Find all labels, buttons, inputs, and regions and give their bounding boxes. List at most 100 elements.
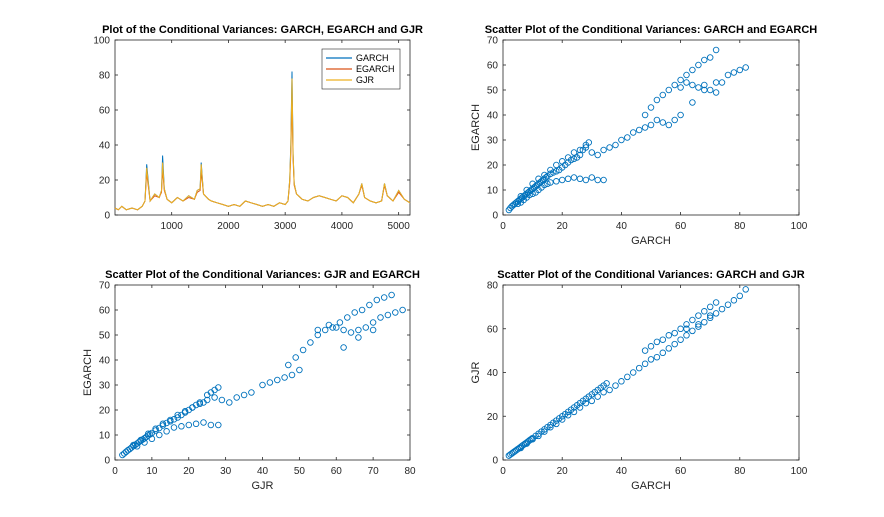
scatter-point xyxy=(148,435,156,443)
scatter-point xyxy=(665,345,673,352)
scatter-point xyxy=(570,155,578,163)
scatter-point xyxy=(665,86,673,94)
scatter-point xyxy=(724,71,732,79)
scatter-point xyxy=(535,175,542,183)
scatter-point xyxy=(683,325,690,333)
scatter-point xyxy=(366,301,373,309)
y-tick-label: 20 xyxy=(487,412,499,423)
x-tick-label: 20 xyxy=(557,466,569,477)
scatter-point xyxy=(553,420,560,428)
scatter-point xyxy=(712,310,720,317)
x-tick-label: 100 xyxy=(791,221,808,232)
scatter-point xyxy=(582,176,590,184)
scatter-point xyxy=(553,178,560,185)
scatter-point xyxy=(683,321,690,328)
scatter-point xyxy=(742,286,749,293)
scatter-point xyxy=(603,380,610,387)
scatter-point xyxy=(130,441,137,449)
y-tick-label: 20 xyxy=(99,406,111,417)
plot-area xyxy=(114,284,411,461)
scatter-point xyxy=(695,321,702,328)
scatter-point xyxy=(299,346,307,354)
scatter-point xyxy=(144,430,152,438)
scatter-point xyxy=(203,396,211,404)
scatter-point xyxy=(547,423,554,431)
scatter-point xyxy=(189,404,196,411)
x-tick-label: 20 xyxy=(183,466,195,477)
scatter-point xyxy=(266,379,274,386)
scatter-point xyxy=(695,312,702,319)
scatter-point xyxy=(274,376,281,384)
y-axis-label: EGARCH xyxy=(82,349,94,396)
y-tick-label: 20 xyxy=(99,176,111,187)
scatter-point xyxy=(570,174,578,181)
y-tick-label: 10 xyxy=(99,431,111,442)
scatter-point xyxy=(137,436,145,444)
scatter-point xyxy=(541,171,548,179)
scatter-point xyxy=(659,336,667,343)
scatter-point xyxy=(259,381,266,389)
x-tick-label: 40 xyxy=(257,466,269,477)
scatter-point xyxy=(344,314,351,321)
x-tick-label: 80 xyxy=(734,466,746,477)
scatter-point xyxy=(314,326,322,334)
scatter-point xyxy=(671,329,678,337)
scatter-point xyxy=(689,81,696,89)
legend-label-garch: GARCH xyxy=(356,53,389,63)
x-axis-label: GARCH xyxy=(631,480,671,492)
y-tick-label: 0 xyxy=(104,211,110,222)
scatter-point xyxy=(706,303,714,311)
scatter-point xyxy=(399,306,406,314)
y-tick-label: 20 xyxy=(487,161,499,172)
scatter-point xyxy=(120,450,128,457)
scatter-point xyxy=(215,384,222,391)
scatter-point xyxy=(701,308,708,315)
scatter-point xyxy=(588,397,596,405)
scatter-point xyxy=(564,175,572,183)
y-tick-label: 60 xyxy=(487,324,499,335)
scatter-point xyxy=(529,190,536,198)
series-line-gjr xyxy=(114,78,411,211)
x-tick-label: 4000 xyxy=(331,221,354,232)
scatter-point xyxy=(695,84,702,91)
y-tick-label: 60 xyxy=(487,61,499,72)
scatter-point xyxy=(712,89,720,96)
scatter-point xyxy=(695,61,702,69)
scatter-point xyxy=(706,314,714,322)
x-tick-label: 5000 xyxy=(388,221,411,232)
scatter-point xyxy=(285,361,292,369)
scatter-point xyxy=(218,396,226,404)
scatter-point xyxy=(362,324,370,331)
scatter-point xyxy=(730,69,738,76)
scatter-point xyxy=(340,344,347,351)
scatter-point xyxy=(677,111,684,119)
scatter-point xyxy=(240,391,248,399)
scatter-point xyxy=(635,126,643,134)
scatter-point xyxy=(701,318,708,326)
y-tick-label: 80 xyxy=(487,281,499,292)
y-tick-label: 70 xyxy=(99,281,111,292)
scatter-point xyxy=(529,180,536,188)
scatter-point xyxy=(641,111,649,119)
scatter-point xyxy=(647,121,655,129)
scatter-point xyxy=(347,329,355,336)
scatter-point xyxy=(624,373,631,381)
y-tick-label: 80 xyxy=(99,71,111,82)
y-axis-label: GJR xyxy=(470,361,482,383)
scatter-point xyxy=(665,332,673,339)
scatter-point xyxy=(624,134,631,141)
scatter-point xyxy=(665,121,673,129)
legend-label-gjr: GJR xyxy=(356,75,375,85)
scatter-point xyxy=(677,76,684,84)
scatter-point xyxy=(281,374,288,381)
scatter-point xyxy=(292,354,299,361)
scatter-point xyxy=(211,394,218,401)
scatter-point xyxy=(336,319,344,326)
scatter-point xyxy=(635,364,643,372)
scatter-point xyxy=(594,151,601,159)
scatter-point xyxy=(553,168,560,175)
scatter-point xyxy=(159,420,167,428)
scatter-point xyxy=(677,336,684,343)
